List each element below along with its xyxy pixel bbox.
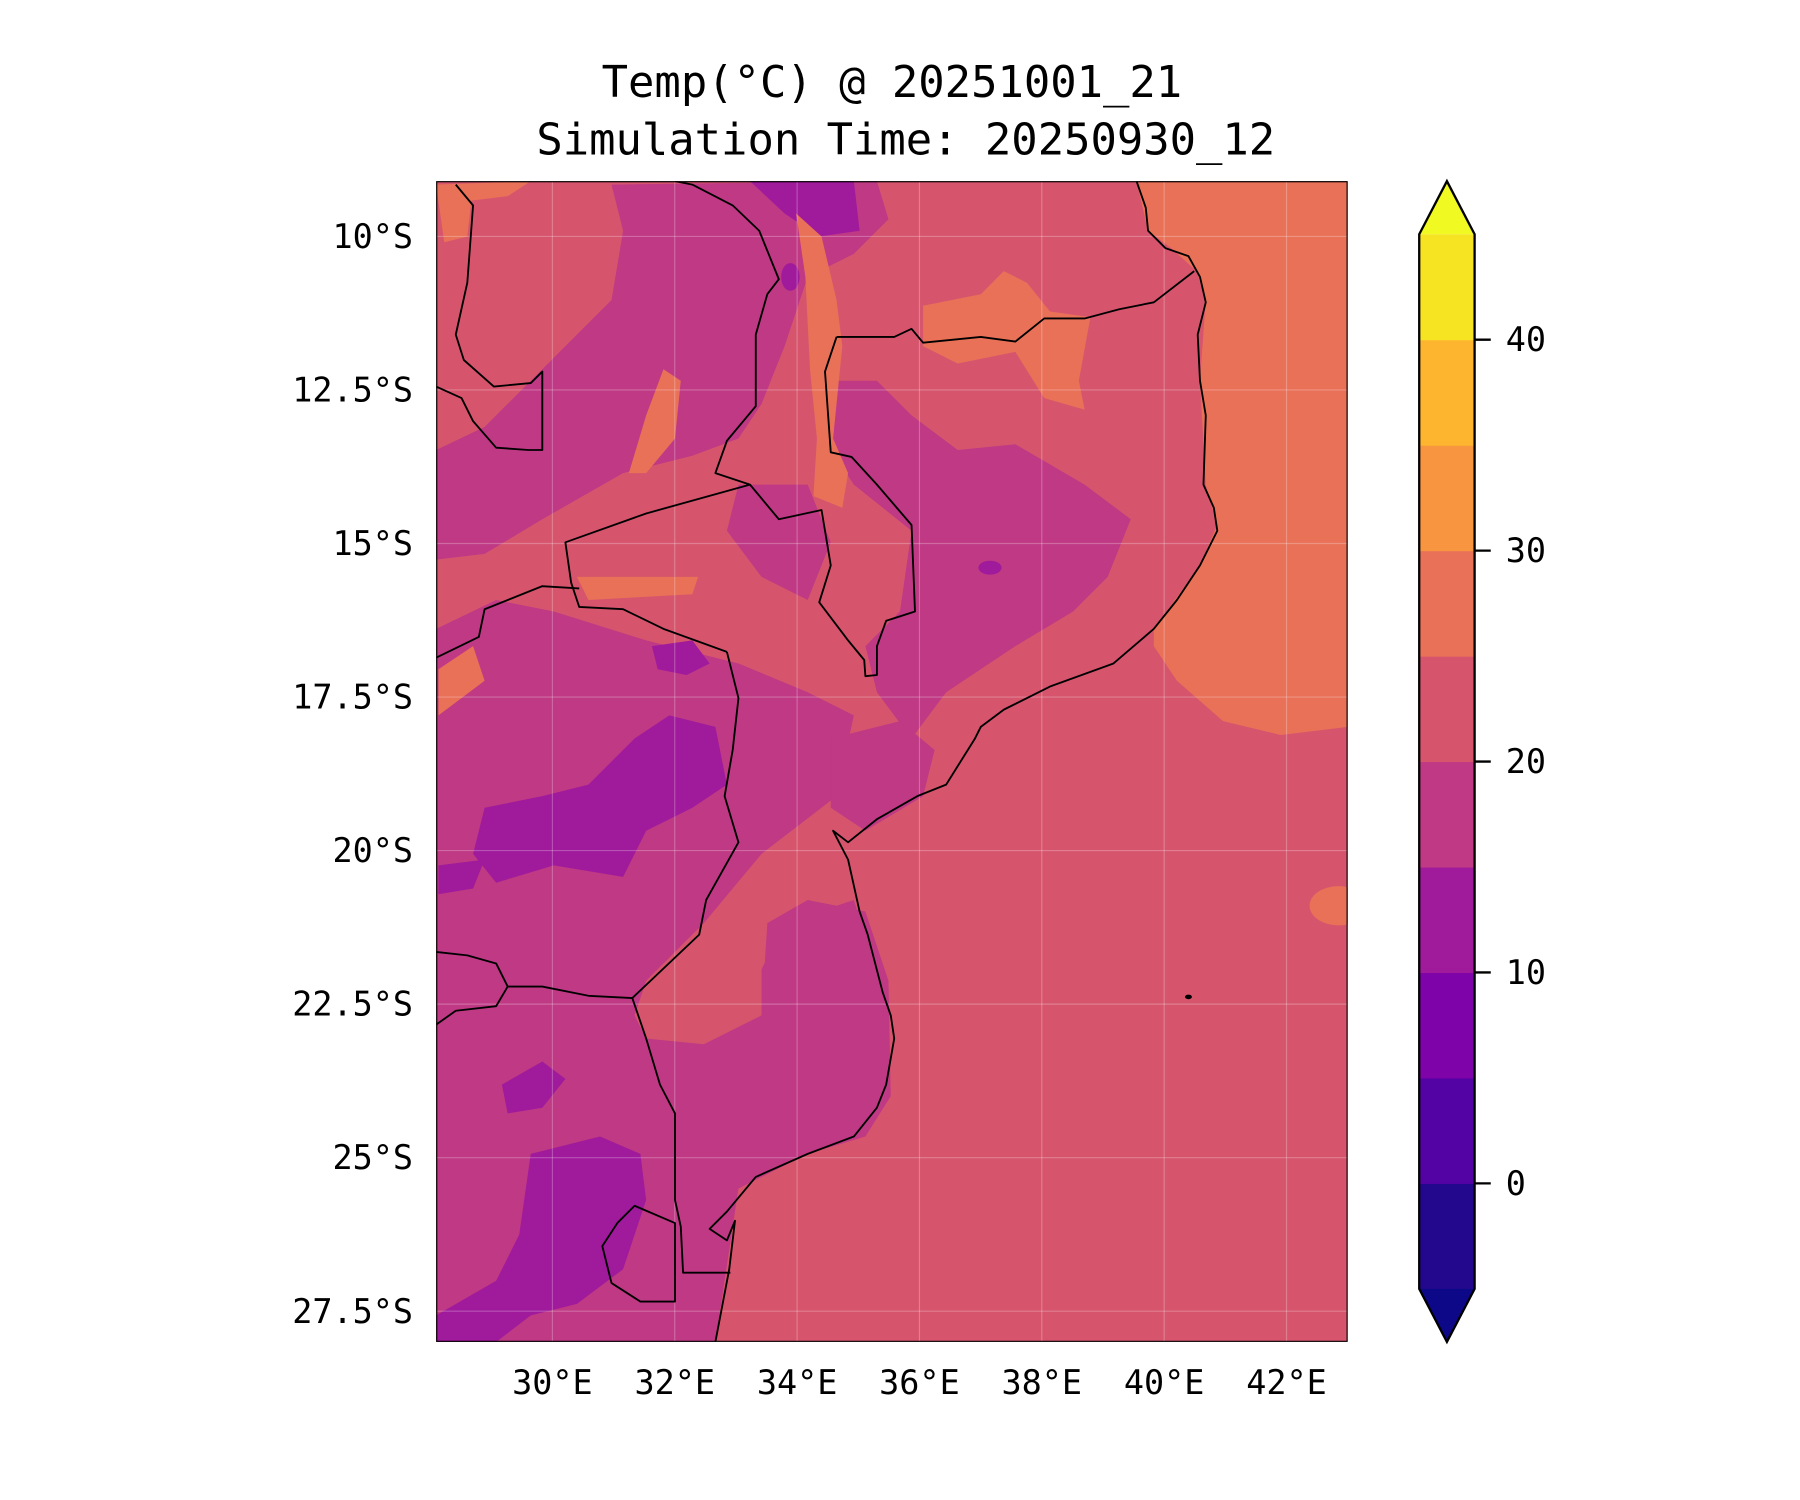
field-10-15 <box>436 181 1002 1342</box>
y-tick-label: 27.5°S <box>292 1292 413 1331</box>
x-tick-label: 42°E <box>1246 1363 1327 1402</box>
colorbar-band <box>1419 445 1475 552</box>
x-axis: 30°E 32°E 34°E 36°E 38°E 40°E 42°E <box>512 1363 1327 1402</box>
island <box>1185 994 1192 1000</box>
colorbar-band <box>1419 1077 1475 1184</box>
border-zimbabwe-mozambique <box>631 651 740 999</box>
title-line-1: Temp(°C) @ 20251001_21 <box>602 57 1183 108</box>
colorbar-tick-label: 0 <box>1506 1164 1526 1203</box>
colorbar-over-extension <box>1419 181 1475 235</box>
y-tick-label: 12.5°S <box>292 371 413 410</box>
colorbar-under-extension <box>1419 1288 1475 1342</box>
x-tick-label: 36°E <box>879 1363 960 1402</box>
x-tick-label: 34°E <box>757 1363 838 1402</box>
title-line-2: Simulation Time: 20250930_12 <box>536 115 1275 166</box>
colorbar: 0 10 20 30 40 <box>1418 178 1546 1345</box>
border-zambia-congo <box>436 184 544 451</box>
colorbar-band <box>1419 761 1475 868</box>
border-zambia-mozambique <box>564 483 751 653</box>
y-axis: 10°S 12.5°S 15°S 17.5°S 20°S 22.5°S 25°S 27.5°S <box>292 217 413 1331</box>
y-tick-label: 25°S <box>333 1138 414 1177</box>
colorbar-band <box>1419 550 1475 657</box>
colorbar-tick-label: 40 <box>1506 320 1546 359</box>
colorbar-band <box>1419 656 1475 763</box>
x-tick-label: 38°E <box>1002 1363 1083 1402</box>
border-zimbabwe-north <box>436 585 580 659</box>
colorbar-band <box>1419 867 1475 974</box>
coastlines-and-borders <box>436 181 1348 1342</box>
gridlines <box>436 181 1348 1342</box>
colorbar-band <box>1419 234 1475 341</box>
x-tick-label: 32°E <box>634 1363 715 1402</box>
y-tick-label: 15°S <box>333 524 414 563</box>
border-tanzania-mozambique <box>836 270 1195 344</box>
border-botswana <box>436 986 509 1026</box>
field-25-30-ocean <box>1136 181 1348 735</box>
colorbar-band <box>1419 1183 1475 1290</box>
coastline <box>708 181 1219 1342</box>
y-tick-label: 20°S <box>333 831 414 870</box>
y-tick-label: 17.5°S <box>292 678 413 717</box>
colorbar-tick-label: 20 <box>1506 742 1546 781</box>
colorbar-band <box>1419 339 1475 446</box>
x-tick-label: 30°E <box>512 1363 593 1402</box>
border-eswatini <box>601 1204 676 1303</box>
x-tick-label: 40°E <box>1124 1363 1205 1402</box>
border-south-africa-mozambique <box>631 997 731 1274</box>
y-tick-label: 10°S <box>333 217 414 256</box>
map-area <box>436 181 1348 1342</box>
colorbar-tick-label: 10 <box>1506 953 1546 992</box>
colorbar-tick-label: 30 <box>1506 531 1546 570</box>
colorbar-outline <box>1418 178 1476 1345</box>
y-tick-label: 22.5°S <box>292 985 413 1024</box>
field-25-30-blob <box>1309 886 1348 926</box>
colorbar-band <box>1419 972 1475 1079</box>
border-malawi <box>674 181 916 678</box>
